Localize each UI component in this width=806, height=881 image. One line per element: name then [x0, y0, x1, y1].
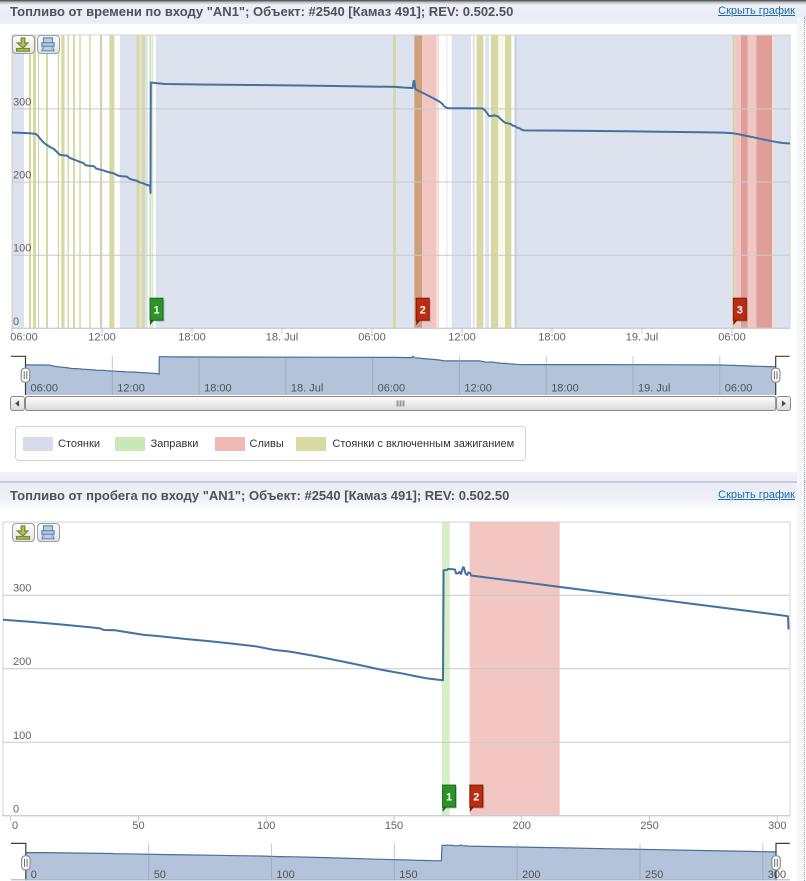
svg-text:300: 300: [13, 96, 31, 108]
svg-text:2: 2: [473, 792, 479, 804]
svg-text:06:00: 06:00: [725, 383, 753, 395]
svg-text:2: 2: [420, 305, 426, 317]
svg-text:1: 1: [446, 792, 452, 804]
svg-text:100: 100: [257, 820, 275, 832]
svg-text:18:00: 18:00: [204, 383, 232, 395]
svg-text:100: 100: [13, 243, 31, 255]
svg-text:18. Jul: 18. Jul: [291, 383, 323, 395]
svg-text:06:00: 06:00: [31, 383, 59, 395]
svg-text:50: 50: [154, 869, 166, 881]
svg-text:06:00: 06:00: [378, 383, 406, 395]
svg-text:150: 150: [399, 869, 417, 881]
svg-text:300: 300: [13, 583, 31, 595]
svg-text:100: 100: [13, 730, 31, 742]
svg-text:300: 300: [768, 869, 786, 881]
svg-text:06:00: 06:00: [10, 332, 38, 344]
svg-text:0: 0: [31, 869, 37, 881]
svg-text:0: 0: [13, 316, 19, 328]
svg-text:250: 250: [640, 820, 658, 832]
svg-text:18:00: 18:00: [551, 383, 579, 395]
svg-text:100: 100: [276, 869, 294, 881]
svg-text:18:00: 18:00: [178, 332, 206, 344]
svg-text:19. Jul: 19. Jul: [638, 383, 670, 395]
svg-text:12:00: 12:00: [88, 332, 116, 344]
svg-text:200: 200: [13, 170, 31, 182]
svg-text:1: 1: [153, 305, 159, 317]
svg-text:12:00: 12:00: [117, 383, 145, 395]
svg-text:3: 3: [737, 305, 743, 317]
svg-text:18. Jul: 18. Jul: [266, 332, 298, 344]
svg-text:06:00: 06:00: [358, 332, 386, 344]
svg-text:200: 200: [513, 820, 531, 832]
svg-text:19. Jul: 19. Jul: [626, 332, 658, 344]
svg-text:150: 150: [385, 820, 403, 832]
svg-text:50: 50: [132, 820, 144, 832]
svg-text:250: 250: [645, 869, 663, 881]
svg-text:12:00: 12:00: [448, 332, 476, 344]
svg-text:12:00: 12:00: [464, 383, 492, 395]
svg-text:200: 200: [13, 656, 31, 668]
svg-text:06:00: 06:00: [718, 332, 746, 344]
svg-text:0: 0: [12, 820, 18, 832]
svg-text:0: 0: [13, 803, 19, 815]
svg-text:300: 300: [768, 820, 786, 832]
svg-text:18:00: 18:00: [538, 332, 566, 344]
svg-text:200: 200: [522, 869, 540, 881]
